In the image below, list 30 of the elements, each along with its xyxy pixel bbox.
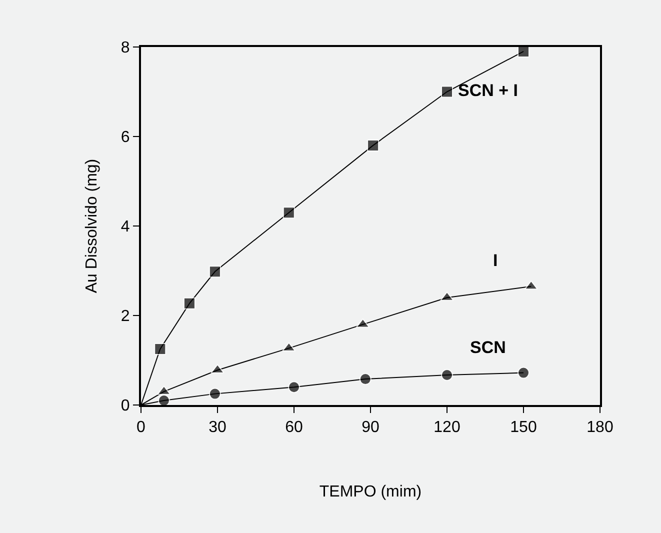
x-tick-label: 120 (434, 419, 460, 436)
point (288, 381, 300, 394)
series-label: SCN (470, 338, 506, 357)
x-tick-label: 60 (285, 419, 303, 436)
x-tick-label: 180 (586, 419, 614, 436)
y-tick-label: 8 (120, 40, 130, 57)
x-tick-label: 90 (362, 419, 380, 436)
y-tick-label: 2 (120, 308, 130, 326)
point (359, 373, 372, 386)
series-label: SCN + I (458, 81, 518, 100)
x-axis-title: TEMPO (mim) (319, 483, 422, 500)
y-tick-label: 4 (120, 218, 130, 236)
point (441, 369, 453, 382)
point (518, 366, 530, 379)
y-axis-title: Au Dissolvido (mg) (83, 158, 100, 294)
point (441, 86, 453, 98)
series-label: I (493, 251, 498, 270)
point (208, 266, 221, 278)
y-tick-label: 0 (120, 398, 130, 415)
point (282, 206, 295, 219)
y-tick-label: 6 (120, 129, 130, 146)
point (183, 297, 196, 310)
x-tick-label: 150 (510, 419, 537, 436)
point (154, 343, 166, 356)
x-tick-label: 30 (208, 419, 226, 436)
x-tick-label: 0 (136, 419, 146, 436)
point (208, 388, 221, 400)
point (356, 318, 370, 328)
point (367, 139, 380, 152)
point (524, 280, 538, 290)
